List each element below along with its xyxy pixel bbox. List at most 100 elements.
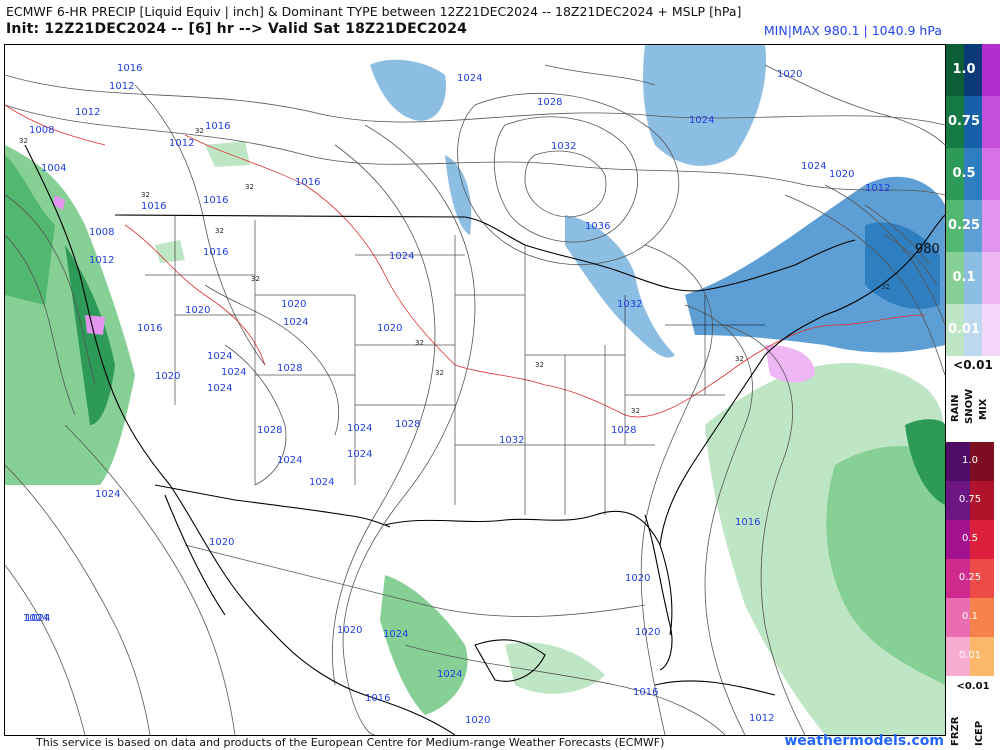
isobar-label: 1020 bbox=[155, 371, 180, 382]
legend-frzr-swatch bbox=[946, 598, 970, 637]
legend-bottom-value: 0.01 bbox=[958, 650, 982, 661]
isobar-label: 1020 bbox=[185, 305, 210, 316]
rain-rockies-1 bbox=[205, 141, 250, 167]
legend-icep-swatch bbox=[970, 520, 994, 559]
freezing-label: 32 bbox=[215, 227, 224, 235]
snow-hudson bbox=[643, 45, 766, 166]
legend-snow-label: SNOW bbox=[964, 388, 975, 424]
cuba bbox=[654, 680, 776, 696]
rain-bc-coast bbox=[5, 155, 55, 305]
freezing-label: 32 bbox=[195, 127, 204, 135]
isobar-line bbox=[5, 74, 945, 126]
isobar-label: 1024 bbox=[283, 317, 308, 328]
freezing-label: 32 bbox=[631, 407, 640, 415]
isobar-label: 1024 bbox=[23, 613, 48, 624]
isobar-line bbox=[493, 116, 639, 243]
isobar-line bbox=[544, 64, 656, 86]
legend-snow-swatch bbox=[964, 252, 982, 304]
isobar-label: 1012 bbox=[89, 255, 114, 266]
legend-frzr-swatch bbox=[946, 559, 970, 598]
precip-legend: 1.0 0.75 0.5 0.25 0.1 0.01 <0.01 RAIN SNOW MI… bbox=[946, 44, 1000, 750]
state-borders bbox=[145, 215, 765, 515]
isobar-line bbox=[184, 544, 646, 617]
isobar-line bbox=[764, 64, 945, 146]
brand-link[interactable]: weathermodels.com bbox=[784, 733, 944, 749]
us-canada-border bbox=[114, 214, 856, 292]
legend-rain-swatch bbox=[946, 96, 964, 148]
snow-great-lakes bbox=[565, 215, 675, 358]
isobar-line bbox=[824, 184, 945, 326]
rain-caribbean bbox=[505, 642, 605, 694]
legend-snow-swatch bbox=[964, 200, 982, 252]
legend-mix-swatch bbox=[982, 252, 1000, 304]
isobar-label: 1016 bbox=[203, 195, 228, 206]
freezing-line-segment bbox=[5, 104, 106, 146]
legend-top-value: 0.1 bbox=[952, 270, 976, 285]
legend-frzr-label: FRZR bbox=[950, 716, 961, 746]
isobar-label: 1020 bbox=[635, 627, 660, 638]
isobar-label: 1024 bbox=[221, 367, 246, 378]
west-coast bbox=[24, 144, 456, 735]
legend-icep-swatch bbox=[970, 481, 994, 520]
min-max-pressure: MIN|MAX 980.1 | 1040.9 hPa bbox=[763, 23, 942, 38]
isobar-line bbox=[404, 644, 726, 735]
isobar-label: 1024 bbox=[277, 455, 302, 466]
legend-bottom-value: 0.5 bbox=[962, 533, 978, 544]
legend-icep-swatch bbox=[970, 442, 994, 481]
isobar-label: 1028 bbox=[277, 363, 302, 374]
isobar-label: 1024 bbox=[207, 351, 232, 362]
freezing-label-group: 32 32 32 32 32 32 32 32 32 32 32 32 bbox=[19, 127, 890, 415]
isobar-line bbox=[884, 234, 938, 286]
legend-top-value: 0.01 bbox=[947, 322, 981, 337]
freezing-label: 32 bbox=[19, 137, 28, 145]
mix-mid-atlantic bbox=[765, 345, 815, 383]
weather-map[interactable]: 1016 1012 1012 1008 1012 1004 1008 1012 1016 1016… bbox=[4, 44, 946, 736]
isobar-label: 1024 bbox=[95, 489, 120, 500]
isobar-label: 1020 bbox=[829, 169, 854, 180]
isobar-label: 1028 bbox=[257, 425, 282, 436]
legend-mix-swatch bbox=[982, 200, 1000, 252]
isobar-label: 1016 bbox=[365, 693, 390, 704]
isobar-label: 1024 bbox=[437, 669, 462, 680]
isobar-label: 1004 bbox=[41, 163, 66, 174]
isobar-line bbox=[204, 284, 340, 436]
legend-mix-label: MIX bbox=[978, 398, 989, 420]
isobar-line bbox=[342, 124, 476, 735]
legend-frzr-swatch bbox=[946, 637, 970, 676]
isobar-label: 1020 bbox=[337, 625, 362, 636]
legend-rain-swatch bbox=[946, 148, 964, 200]
legend-snow-swatch bbox=[964, 148, 982, 200]
isobar-label-group: 1016 1012 1012 1008 1012 1004 1008 1012 1016 1016… bbox=[23, 63, 940, 726]
isobar-label: 1024 bbox=[309, 477, 334, 488]
freezing-label: 32 bbox=[245, 183, 254, 191]
legend-snow-swatch bbox=[964, 44, 982, 96]
mix-nw-1 bbox=[85, 315, 105, 335]
snow-new-england bbox=[685, 176, 945, 353]
geography bbox=[24, 144, 945, 735]
precip-rain-areas bbox=[5, 141, 945, 735]
legend-frzr-swatch bbox=[946, 481, 970, 520]
isobar-label: 1032 bbox=[499, 435, 524, 446]
isobar-label: 1020 bbox=[377, 323, 402, 334]
yucatan bbox=[474, 639, 546, 682]
isobar-label: 1016 bbox=[141, 201, 166, 212]
freezing-label: 32 bbox=[735, 355, 744, 363]
freezing-line-segment bbox=[124, 224, 266, 366]
isobar-label: 1020 bbox=[281, 299, 306, 310]
isobar-label: 1032 bbox=[617, 299, 642, 310]
isobar-line bbox=[5, 194, 96, 386]
legend-icep-swatch bbox=[970, 598, 994, 637]
isobar-line bbox=[784, 194, 945, 376]
freezing-label: 32 bbox=[415, 339, 424, 347]
isobar-label: 980 bbox=[915, 242, 940, 257]
legend-icep-label: ICEP bbox=[974, 720, 985, 746]
legend-mix-swatch bbox=[982, 96, 1000, 148]
isobar-label: 1016 bbox=[633, 687, 658, 698]
legend-rain-swatch bbox=[946, 44, 964, 96]
isobar-line bbox=[5, 104, 945, 196]
isobar-label: 1024 bbox=[801, 161, 826, 172]
state-line bbox=[255, 294, 356, 485]
isobar-label: 1012 bbox=[75, 107, 100, 118]
isobar-label: 1016 bbox=[735, 517, 760, 528]
snow-canada-north bbox=[370, 59, 446, 121]
